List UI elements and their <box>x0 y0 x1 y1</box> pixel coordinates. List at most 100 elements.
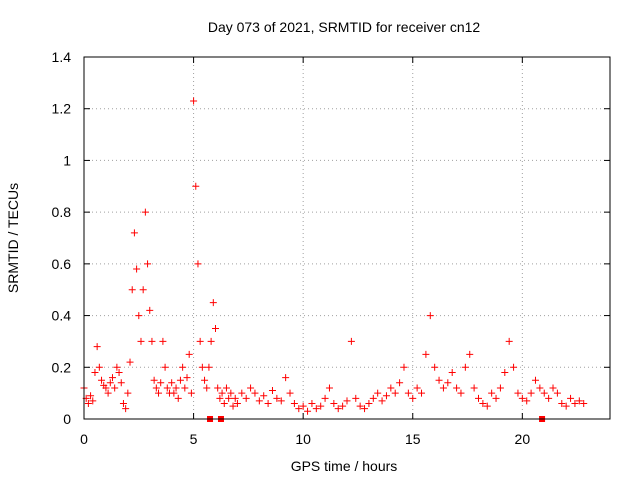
data-point <box>238 389 246 397</box>
y-tick-label: 1.2 <box>52 101 72 117</box>
data-point <box>108 374 116 382</box>
data-point <box>163 384 171 392</box>
y-tick-label: 0.2 <box>52 359 72 375</box>
data-point <box>233 399 241 407</box>
data-point <box>93 343 101 351</box>
data-point <box>356 402 364 410</box>
data-point <box>374 389 382 397</box>
x-tick-label: 20 <box>515 431 531 447</box>
data-point <box>205 363 213 371</box>
y-tick-label: 1 <box>63 152 71 168</box>
grid-lines <box>84 57 610 419</box>
data-point <box>439 384 447 392</box>
data-point <box>409 394 417 402</box>
data-point <box>501 368 509 376</box>
data-point <box>286 389 294 397</box>
data-point <box>479 399 487 407</box>
data-point <box>190 97 198 105</box>
data-point <box>536 384 544 392</box>
data-point <box>571 399 579 407</box>
data-point <box>365 399 373 407</box>
data-point <box>176 376 184 384</box>
data-point <box>170 389 178 397</box>
data-point <box>352 394 360 402</box>
data-point <box>117 379 125 387</box>
y-tick-label: 1.4 <box>52 49 72 65</box>
y-axis-label: SRMTID / TECUs <box>5 183 21 293</box>
data-point <box>255 397 263 405</box>
x-tick-label: 0 <box>80 431 88 447</box>
data-point <box>580 399 588 407</box>
y-tick-label: 0.8 <box>52 204 72 220</box>
data-point <box>562 402 570 410</box>
data-point <box>95 363 103 371</box>
x-tick-label: 10 <box>295 431 311 447</box>
data-point <box>137 337 145 345</box>
data-point <box>106 379 114 387</box>
data-point <box>531 376 539 384</box>
data-point <box>382 392 390 400</box>
data-point <box>146 306 154 314</box>
data-point <box>251 389 259 397</box>
data-point <box>444 379 452 387</box>
plot-border <box>83 56 611 420</box>
data-point <box>268 387 276 395</box>
data-point <box>119 399 127 407</box>
data-point <box>317 402 325 410</box>
data-point <box>514 389 522 397</box>
data-point <box>518 394 526 402</box>
y-axis-ticks: 0 0.2 0.4 0.6 0.8 1 1.2 1.4 <box>52 49 610 427</box>
data-point <box>229 402 237 410</box>
data-point <box>461 363 469 371</box>
data-point <box>87 392 95 400</box>
data-point <box>553 389 561 397</box>
data-point <box>391 389 399 397</box>
data-point <box>157 379 165 387</box>
data-point <box>387 384 395 392</box>
data-point <box>179 363 187 371</box>
data-point <box>212 325 219 332</box>
data-point <box>347 337 355 345</box>
data-point <box>135 312 143 320</box>
data-point <box>422 350 430 358</box>
data-point <box>225 394 233 402</box>
data-point <box>448 368 456 376</box>
data-point <box>209 299 217 307</box>
data-point <box>122 405 130 413</box>
x-tick-label: 5 <box>190 431 198 447</box>
x-tick-label: 15 <box>405 431 421 447</box>
data-point <box>404 389 412 397</box>
data-point <box>124 389 132 397</box>
data-point <box>203 384 211 392</box>
data-point <box>141 208 149 216</box>
data-point <box>558 399 566 407</box>
data-point <box>575 397 583 405</box>
data-point <box>194 260 202 268</box>
data-point <box>435 376 443 384</box>
data-point <box>330 399 338 407</box>
data-point <box>369 394 377 402</box>
data-point <box>84 399 92 407</box>
data-point <box>343 397 351 405</box>
data-point <box>231 394 239 402</box>
data-point <box>290 399 298 407</box>
data-point <box>527 389 535 397</box>
data-point <box>475 394 482 402</box>
data-point <box>128 286 136 294</box>
data-point <box>220 399 228 407</box>
data-point <box>431 363 439 371</box>
data-point <box>207 337 215 345</box>
data-point <box>152 384 160 392</box>
data-point <box>201 376 209 384</box>
data-point <box>264 399 272 407</box>
data-point <box>426 312 434 320</box>
data-point <box>453 384 461 392</box>
data-point <box>214 384 222 392</box>
data-point <box>183 374 191 382</box>
data-point <box>295 405 303 413</box>
data-point <box>159 337 167 345</box>
data-point <box>492 394 500 402</box>
data-point <box>396 379 404 387</box>
data-point <box>144 260 152 268</box>
